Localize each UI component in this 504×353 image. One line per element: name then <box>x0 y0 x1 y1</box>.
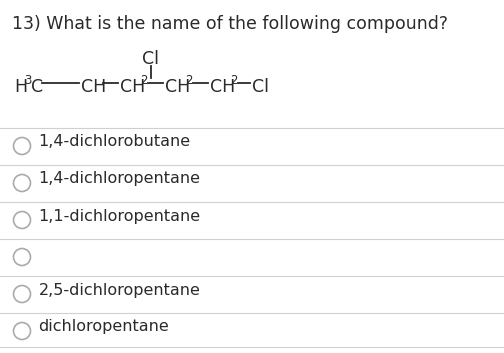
Text: dichloropentane: dichloropentane <box>38 319 169 335</box>
Text: 3: 3 <box>24 74 31 87</box>
Text: CH: CH <box>81 78 106 96</box>
Text: C: C <box>31 78 43 96</box>
Text: 2: 2 <box>140 74 148 87</box>
Text: 13) What is the name of the following compound?: 13) What is the name of the following co… <box>12 15 448 33</box>
Text: 2: 2 <box>230 74 237 87</box>
Text: CH: CH <box>210 78 235 96</box>
Text: 1,4-dichloropentane: 1,4-dichloropentane <box>38 172 201 186</box>
Text: 1,1-dichloropentane: 1,1-dichloropentane <box>38 209 201 223</box>
Text: 2,5-dichloropentane: 2,5-dichloropentane <box>38 282 201 298</box>
Text: Cl: Cl <box>252 78 269 96</box>
Text: CH: CH <box>120 78 145 96</box>
Text: 2: 2 <box>185 74 193 87</box>
Text: CH: CH <box>165 78 190 96</box>
Text: 1,4-dichlorobutane: 1,4-dichlorobutane <box>38 134 191 150</box>
Text: Cl: Cl <box>142 50 159 68</box>
Text: H: H <box>14 78 27 96</box>
